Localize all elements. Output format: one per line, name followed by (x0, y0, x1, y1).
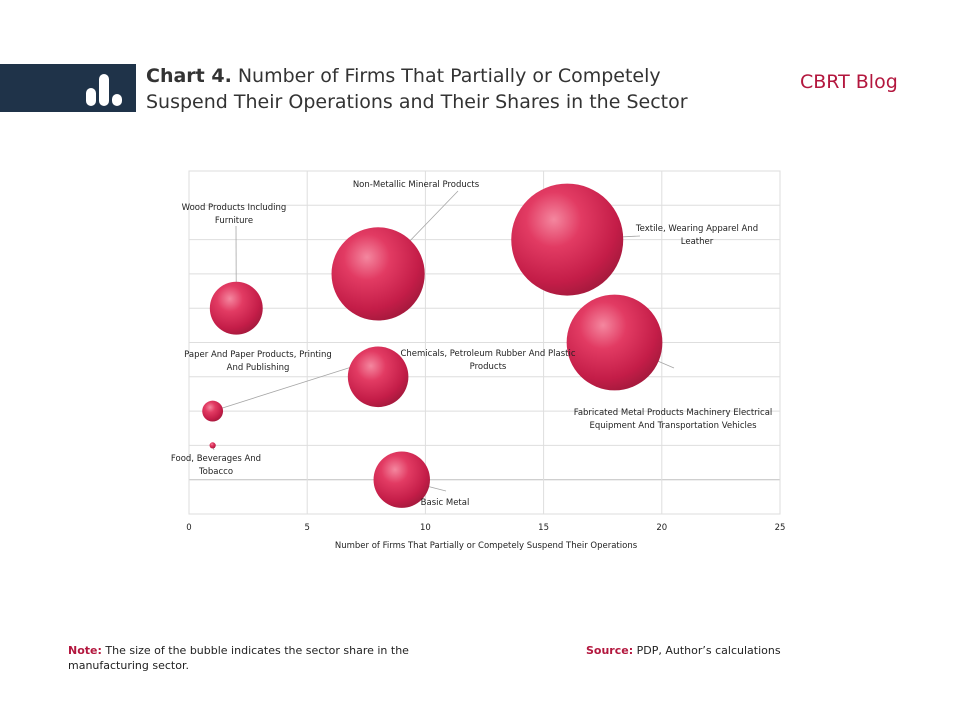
bubbles (202, 183, 663, 508)
bubble-label: Food, Beverages And Tobacco (171, 454, 261, 477)
chart-title: Chart 4. Number of Firms That Partially … (146, 63, 746, 115)
bubble (373, 451, 430, 508)
source-text: PDP, Author’s calculations (633, 644, 781, 657)
footer-note: Note: The size of the bubble indicates t… (68, 643, 428, 673)
chart-grid (188, 170, 781, 515)
bubble-label: Basic Metal (421, 498, 470, 508)
x-axis-label: Number of Firms That Partially or Compet… (335, 541, 638, 551)
source-label: Source: (586, 644, 634, 657)
bubble-label: Paper And Paper Products, Printing And Pu… (184, 350, 332, 373)
header-bar (0, 64, 136, 112)
note-label: Note: (68, 644, 102, 657)
bubble-label: Chemicals, Petroleum Rubber And Plastic P… (400, 349, 575, 372)
x-tick-label: 20 (656, 523, 667, 533)
x-tick-label: 5 (304, 523, 309, 533)
note-text: The size of the bubble indicates the sec… (68, 644, 409, 672)
x-axis-ticks: 0 5 10 15 20 25 (186, 523, 785, 533)
bubble (331, 227, 425, 321)
x-tick-label: 0 (186, 523, 191, 533)
bubble (511, 183, 624, 296)
chart-title-text: Number of Firms That Partially or Compet… (146, 65, 688, 113)
brand-label: CBRT Blog (800, 71, 898, 93)
chart-title-number: Chart 4. (146, 65, 232, 87)
bubble (347, 346, 409, 408)
bubble-label: Wood Products Including Furniture (182, 203, 287, 226)
x-tick-label: 25 (775, 523, 786, 533)
bubble (209, 442, 216, 449)
bar-chart-icon (86, 74, 122, 106)
bubble-label: Non-Metallic Mineral Products (353, 180, 480, 190)
bubble-label: Textile, Wearing Apparel And Leather (635, 224, 758, 247)
bubble (566, 294, 663, 391)
bubble-labels: Non-Metallic Mineral Products Textile, We… (171, 180, 772, 508)
x-tick-label: 15 (538, 523, 549, 533)
bubble (209, 281, 263, 335)
bubble (202, 400, 224, 422)
footer-source: Source: PDP, Author’s calculations (586, 643, 781, 658)
bubble-label: Fabricated Metal Products Machinery Elec… (574, 408, 773, 431)
x-tick-label: 10 (420, 523, 431, 533)
